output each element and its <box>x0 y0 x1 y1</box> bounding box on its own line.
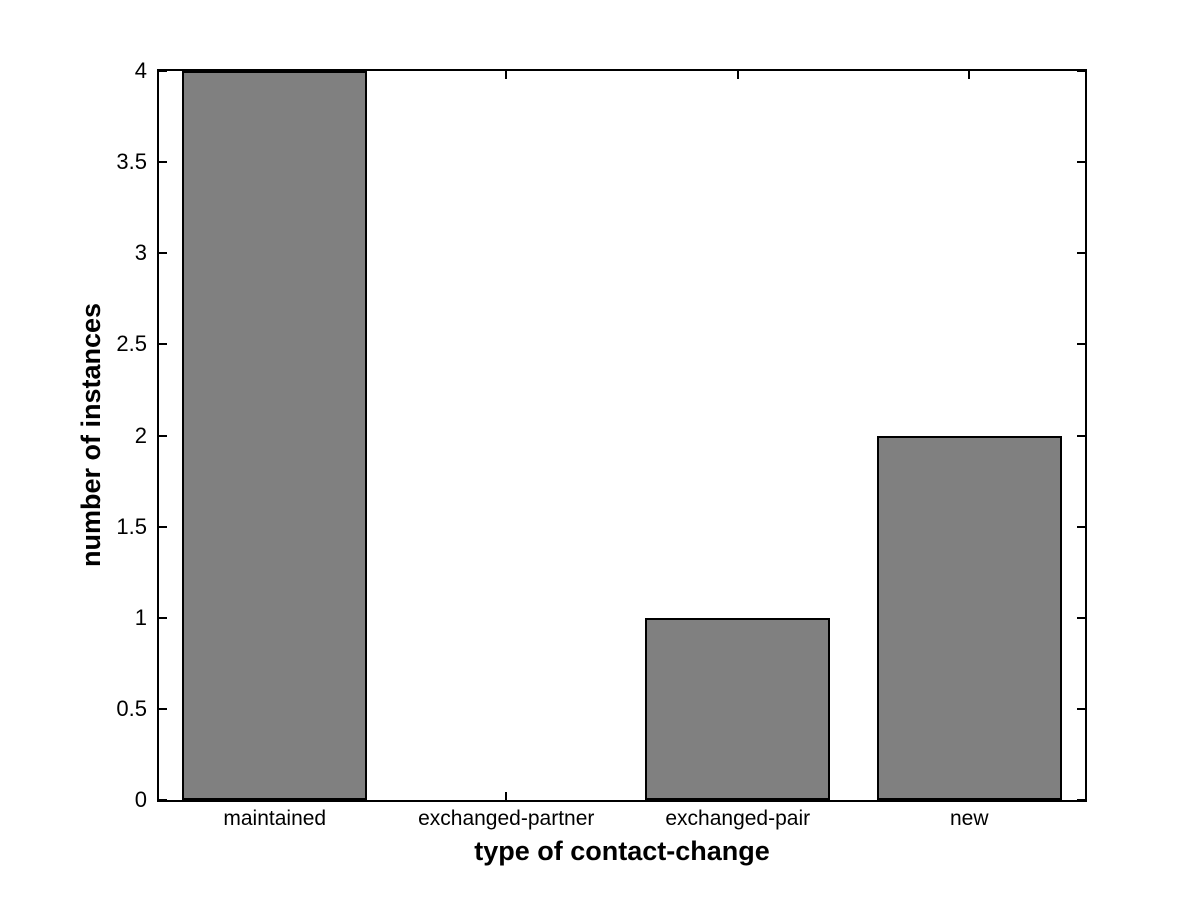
y-tick-mark-right <box>1077 252 1085 255</box>
bar-new <box>876 435 1062 800</box>
y-tick-mark-left <box>159 161 167 164</box>
y-tick-mark-right <box>1077 707 1085 710</box>
x-tick-label: exchanged-partner <box>418 807 595 830</box>
y-tick-label: 0.5 <box>116 695 147 721</box>
bar-maintained <box>182 71 368 800</box>
y-tick-mark-right <box>1077 799 1085 801</box>
y-tick-mark-left <box>159 70 167 72</box>
y-tick-mark-right <box>1077 434 1085 437</box>
y-tick-label: 0 <box>134 787 147 812</box>
y-tick-label: 3.5 <box>116 149 147 175</box>
x-tick-mark-top <box>736 71 739 79</box>
y-tick-mark-left <box>159 252 167 255</box>
y-tick-mark-right <box>1077 70 1085 72</box>
y-tick-label: 1.5 <box>116 513 147 539</box>
plot-area <box>157 69 1087 802</box>
y-tick-mark-right <box>1077 343 1085 346</box>
x-tick-mark-top <box>968 71 971 79</box>
x-tick-mark-top <box>505 71 508 79</box>
y-tick-mark-right <box>1077 525 1085 528</box>
x-tick-label: exchanged-pair <box>665 807 811 830</box>
y-tick-mark-left <box>159 707 167 710</box>
y-tick-mark-left <box>159 616 167 619</box>
y-tick-label: 1 <box>134 604 147 630</box>
y-tick-mark-left <box>159 799 167 801</box>
y-tick-mark-left <box>159 434 167 437</box>
x-tick-label: maintained <box>223 807 327 830</box>
x-tick-mark-bottom <box>505 792 508 800</box>
y-tick-mark-left <box>159 343 167 346</box>
x-tick-label: new <box>949 807 989 830</box>
y-tick-mark-right <box>1077 161 1085 164</box>
x-axis-label: type of contact-change <box>474 836 770 866</box>
y-tick-label: 3 <box>134 240 147 266</box>
bar-exchanged-pair <box>645 617 831 800</box>
y-tick-label: 2.5 <box>116 331 147 357</box>
y-tick-mark-left <box>159 525 167 528</box>
y-tick-mark-right <box>1077 616 1085 619</box>
y-tick-label: 4 <box>134 58 147 83</box>
y-tick-label: 2 <box>134 422 147 448</box>
